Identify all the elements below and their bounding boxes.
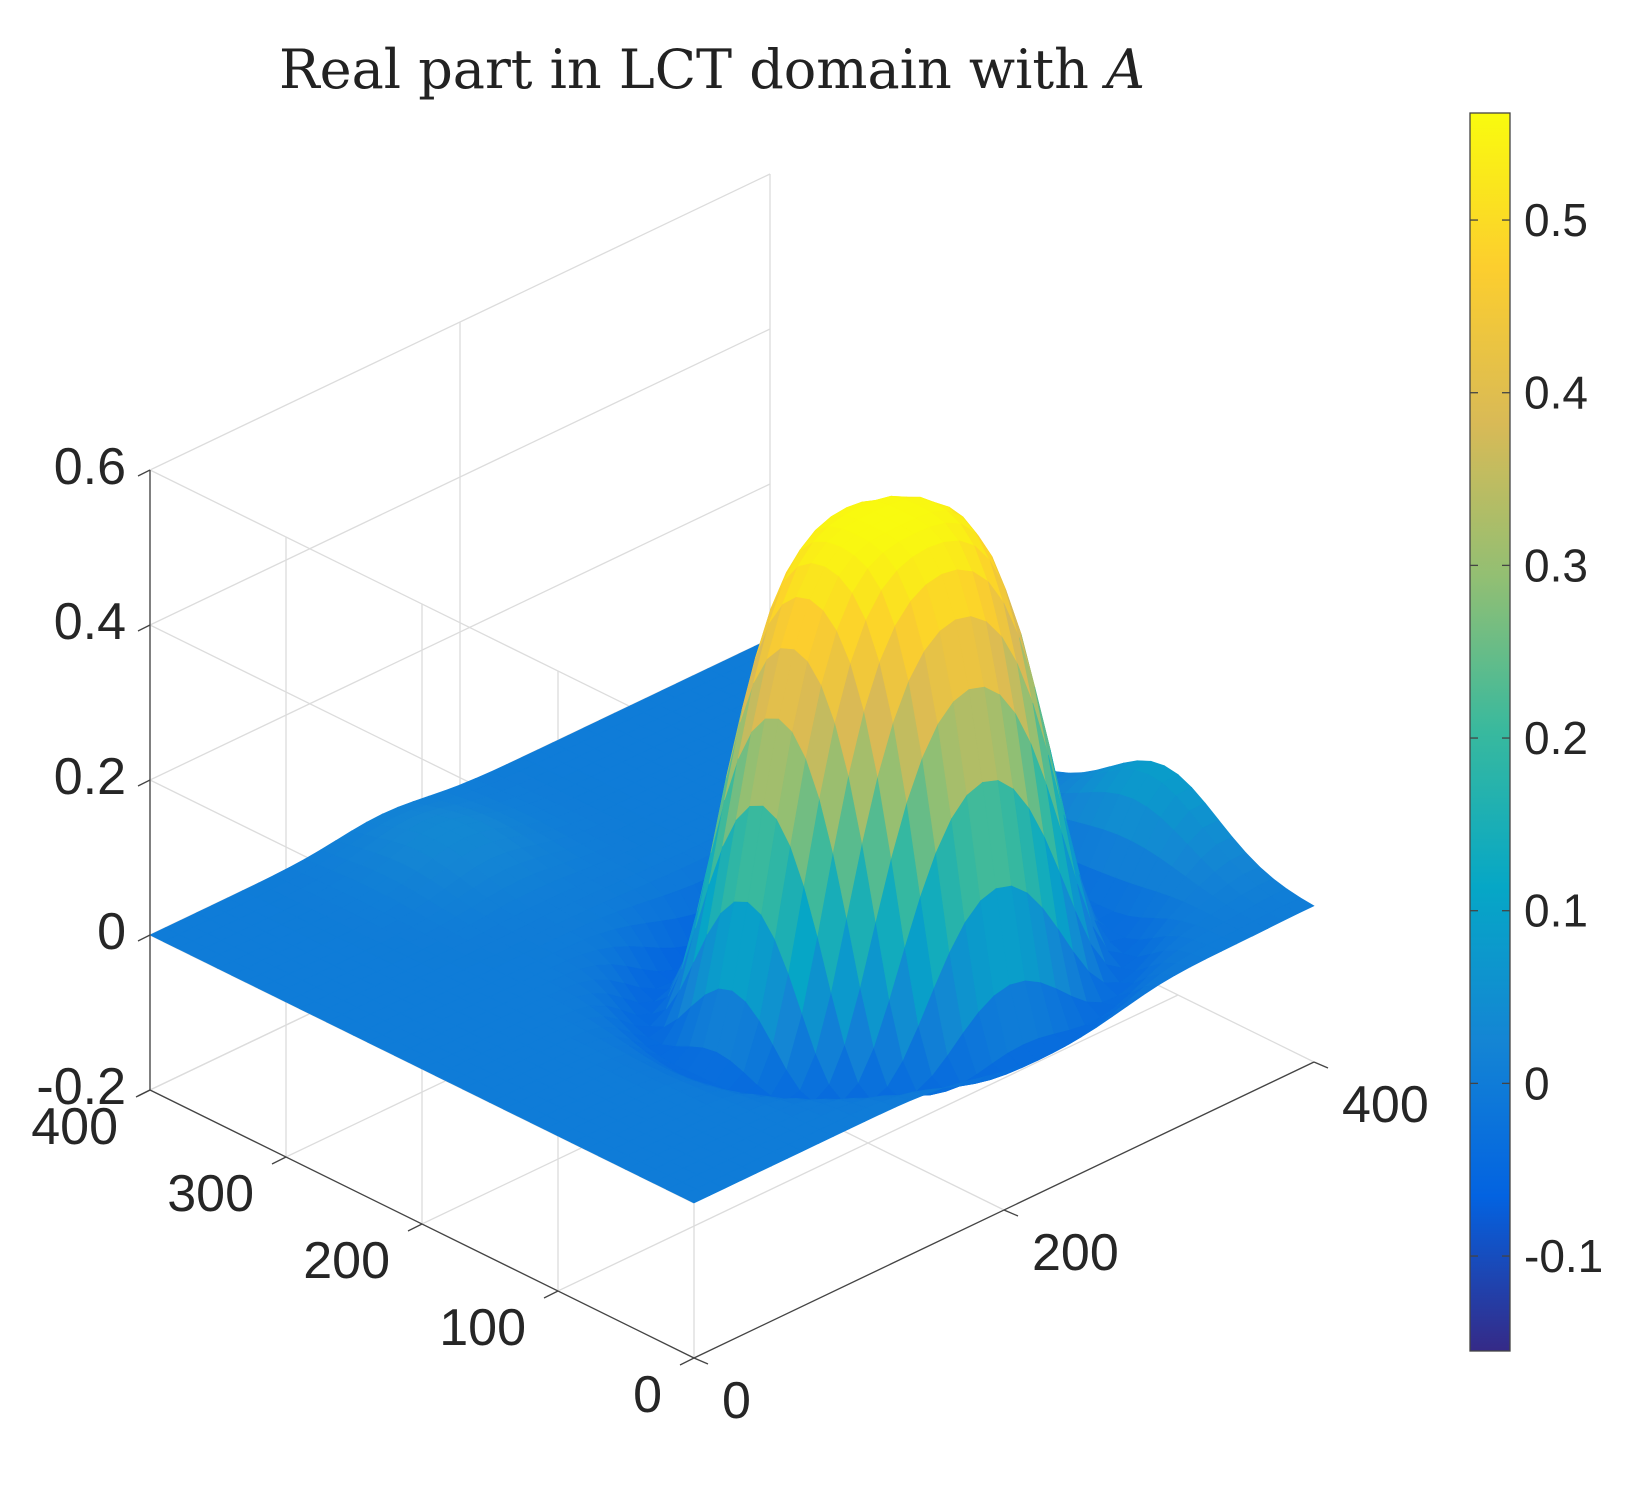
- x-tick-label: 200: [1032, 1224, 1119, 1282]
- y-tick-label: 300: [167, 1165, 254, 1223]
- colorbar-tick-label: 0.1: [1524, 885, 1588, 937]
- x-tick-mark: [693, 1357, 709, 1365]
- colorbar-tick-label: 0.4: [1524, 367, 1588, 419]
- z-tick-label: 0: [97, 903, 126, 961]
- y-tick-label: 400: [31, 1098, 118, 1156]
- x-tick-label: 0: [722, 1372, 751, 1430]
- y-tick-mark: [679, 1357, 695, 1366]
- z-tick-label: -0.2: [36, 1058, 126, 1116]
- colorbar-gradient: [1469, 112, 1511, 1352]
- x-tick-mark: [1313, 1061, 1329, 1069]
- colorbar: -0.1 0 0.1 0.2 0.3 0.4 0.5: [1469, 112, 1603, 1352]
- z-axis-ticks: -0.2 0 0.2 0.4 0.6: [36, 438, 151, 1116]
- y-tick-mark: [407, 1223, 423, 1232]
- colorbar-ticks: -0.1 0 0.1 0.2 0.3 0.4 0.5: [1470, 194, 1603, 1282]
- z-tick-label: 0.6: [54, 438, 126, 496]
- surface-patch: [1284, 897, 1315, 914]
- z-tick-mark: [137, 624, 151, 632]
- z-tick-mark: [137, 469, 151, 477]
- y-tick-mark: [135, 1089, 151, 1098]
- chart-title-math: A: [1101, 38, 1145, 101]
- x-tick-mark: [1003, 1209, 1019, 1217]
- y-tick-mark: [543, 1290, 559, 1299]
- z-tick-mark: [137, 934, 151, 942]
- y-tick-label: 100: [439, 1299, 526, 1357]
- y-tick-label: 0: [633, 1366, 662, 1424]
- x-axis-ticks: 0 200 400: [693, 1061, 1429, 1430]
- y-tick-mark: [271, 1156, 287, 1165]
- z-tick-mark: [137, 779, 151, 787]
- chart-title: Real part in LCT domain with A: [279, 38, 1145, 101]
- z-tick-label: 0.4: [54, 593, 126, 651]
- surface-mesh: [149, 495, 1315, 1204]
- y-axis-ticks: 0 100 200 300 400: [31, 1089, 695, 1424]
- colorbar-tick-label: 0.3: [1524, 539, 1588, 591]
- colorbar-tick-label: 0.5: [1524, 194, 1588, 246]
- colorbar-tick-label: 0.2: [1524, 712, 1588, 764]
- z-tick-label: 0.2: [54, 748, 126, 806]
- x-tick-label: 400: [1342, 1076, 1429, 1134]
- y-tick-label: 200: [303, 1232, 390, 1290]
- colorbar-tick-label: 0: [1524, 1057, 1550, 1109]
- colorbar-tick-label: -0.1: [1524, 1230, 1603, 1282]
